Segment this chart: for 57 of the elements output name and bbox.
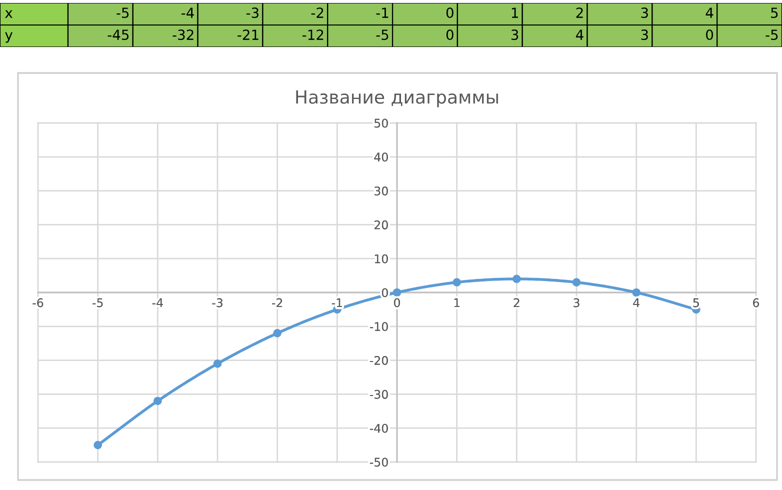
y-tick-label: -40: [370, 424, 388, 433]
point: [94, 440, 102, 450]
text: -2: [311, 8, 324, 18]
text: x: [5, 10, 12, 18]
x-tick-label: -2: [272, 298, 282, 308]
text: -3: [246, 8, 258, 18]
text: -45: [108, 30, 129, 40]
x-tick-label: 5: [693, 298, 699, 308]
point: [632, 288, 640, 297]
x-tick-label: 6: [753, 298, 760, 308]
x-tick-label: 1: [454, 298, 460, 308]
y-tick-label: 40: [374, 152, 388, 162]
x-tick-label: -6: [32, 298, 44, 308]
point: [572, 278, 581, 286]
text: -21: [238, 30, 258, 40]
x-tick-label: 2: [514, 298, 520, 308]
text: -12: [302, 30, 324, 40]
text: 3: [511, 30, 518, 40]
y-tick-label: 50: [374, 118, 388, 128]
x-tick-label: 4: [633, 298, 640, 308]
point: [452, 278, 461, 286]
text: -5: [116, 8, 129, 18]
x-tick-label: -5: [92, 298, 103, 308]
x-tick-label: -3: [212, 298, 222, 308]
text: 4: [706, 8, 714, 18]
text: 4: [576, 30, 584, 40]
text: 3: [641, 30, 648, 40]
text: 2: [576, 8, 583, 18]
text: 5: [771, 8, 778, 18]
y-tick-label: -50: [370, 458, 388, 467]
point: [213, 360, 222, 368]
text: y: [5, 32, 12, 43]
text: 0: [446, 8, 454, 18]
y-tick-label: 20: [374, 220, 388, 230]
text: 0: [446, 30, 454, 40]
text: -4: [182, 8, 194, 18]
y-tick-label: -30: [370, 390, 388, 399]
point: [392, 288, 402, 297]
y-tick-label: 30: [374, 186, 388, 196]
chart-title: Название диаграммы: [296, 90, 498, 108]
y-tick-label: 10: [374, 254, 388, 264]
point: [512, 274, 521, 284]
text: 0: [706, 30, 714, 40]
x-tick-label: -4: [152, 298, 163, 308]
x-tick-label: 3: [574, 298, 580, 308]
text: 3: [641, 8, 648, 18]
y-tick-label: -10: [370, 322, 388, 332]
text: -32: [172, 30, 194, 40]
y-tick-label: -20: [370, 356, 388, 365]
point: [154, 396, 162, 406]
point: [273, 329, 282, 338]
text: 1: [512, 8, 518, 18]
text: -1: [376, 8, 388, 18]
text: -5: [766, 30, 778, 40]
x-tick-label: 0: [394, 298, 400, 308]
x-tick-label: -1: [332, 298, 342, 308]
text: -5: [376, 30, 388, 40]
